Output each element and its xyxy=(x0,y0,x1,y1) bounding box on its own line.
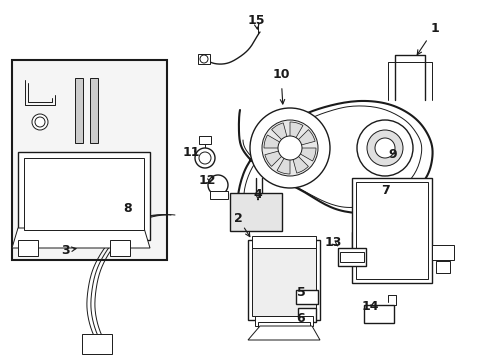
Wedge shape xyxy=(289,148,308,173)
Text: 12: 12 xyxy=(198,175,215,188)
Circle shape xyxy=(262,120,317,176)
Text: 10: 10 xyxy=(272,68,289,81)
Text: 2: 2 xyxy=(233,211,242,225)
Bar xyxy=(251,236,315,248)
Bar xyxy=(18,240,38,256)
Bar xyxy=(229,193,282,231)
Circle shape xyxy=(199,152,210,164)
Text: 9: 9 xyxy=(388,148,397,162)
Circle shape xyxy=(32,114,48,130)
Bar xyxy=(251,244,315,316)
Bar xyxy=(254,316,312,326)
Bar xyxy=(431,245,453,260)
Text: 8: 8 xyxy=(123,202,132,215)
Circle shape xyxy=(356,120,412,176)
Circle shape xyxy=(374,138,394,158)
Wedge shape xyxy=(271,123,289,148)
Bar xyxy=(363,305,393,323)
Wedge shape xyxy=(276,148,289,174)
Text: 13: 13 xyxy=(324,235,341,248)
Text: 14: 14 xyxy=(361,301,378,314)
Circle shape xyxy=(278,136,302,160)
Polygon shape xyxy=(12,228,150,248)
Bar xyxy=(90,78,98,143)
Bar xyxy=(209,191,227,199)
Bar xyxy=(82,334,112,354)
Circle shape xyxy=(366,130,402,166)
Bar xyxy=(435,261,449,273)
Wedge shape xyxy=(264,135,289,148)
Bar xyxy=(12,60,167,260)
Bar xyxy=(110,240,130,256)
Circle shape xyxy=(249,108,329,188)
Wedge shape xyxy=(264,148,289,166)
Text: 4: 4 xyxy=(253,189,262,202)
Bar xyxy=(199,136,210,144)
Wedge shape xyxy=(289,122,303,148)
Bar xyxy=(337,248,365,266)
Text: 3: 3 xyxy=(61,243,70,256)
Bar xyxy=(18,152,150,240)
Polygon shape xyxy=(247,326,319,340)
Circle shape xyxy=(200,55,207,63)
Bar xyxy=(258,322,309,337)
Bar xyxy=(75,78,83,143)
Bar xyxy=(24,158,143,230)
Bar xyxy=(297,308,315,322)
Wedge shape xyxy=(289,148,315,161)
Bar xyxy=(351,178,431,283)
Bar xyxy=(339,252,363,262)
Text: 15: 15 xyxy=(247,13,264,27)
Text: 7: 7 xyxy=(381,184,389,198)
Text: 6: 6 xyxy=(296,311,305,324)
Circle shape xyxy=(35,117,45,127)
Circle shape xyxy=(195,148,215,168)
Text: 11: 11 xyxy=(182,145,199,158)
Text: 1: 1 xyxy=(430,22,439,35)
Circle shape xyxy=(207,175,227,195)
Bar xyxy=(247,240,319,320)
Bar xyxy=(295,290,317,304)
Bar xyxy=(198,54,209,64)
Text: 5: 5 xyxy=(296,287,305,300)
Wedge shape xyxy=(289,130,314,148)
Bar xyxy=(355,182,427,279)
